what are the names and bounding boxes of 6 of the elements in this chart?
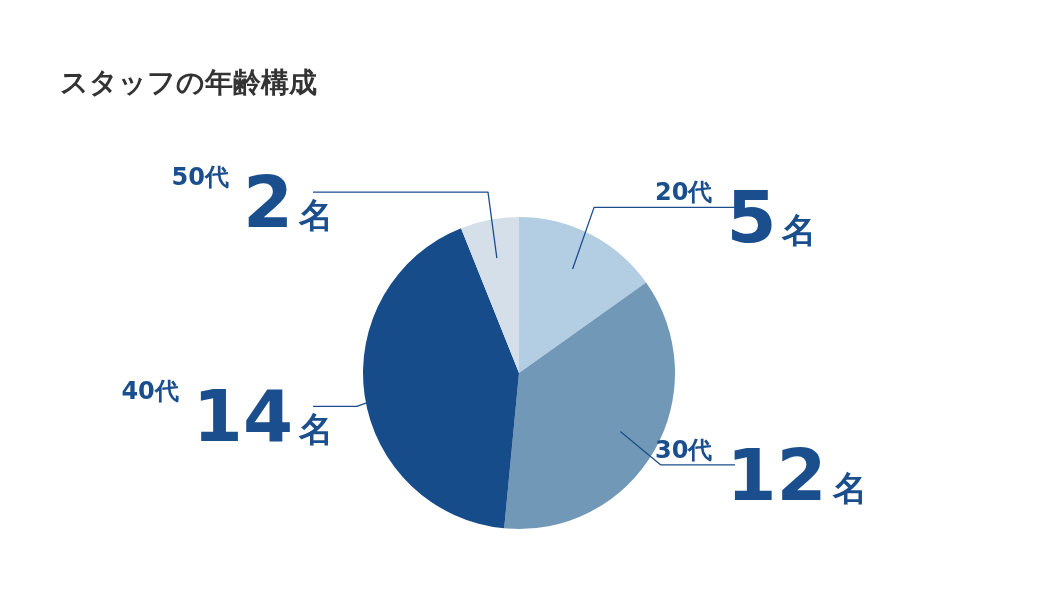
- data-label: 14名: [192, 374, 333, 459]
- slice-label: 30代: [655, 435, 713, 464]
- slice-label: 20代: [655, 178, 713, 207]
- slice-label: 40代: [121, 377, 179, 406]
- chart-title: スタッフの年齢構成: [60, 65, 317, 101]
- slice-label: 50代: [171, 163, 229, 192]
